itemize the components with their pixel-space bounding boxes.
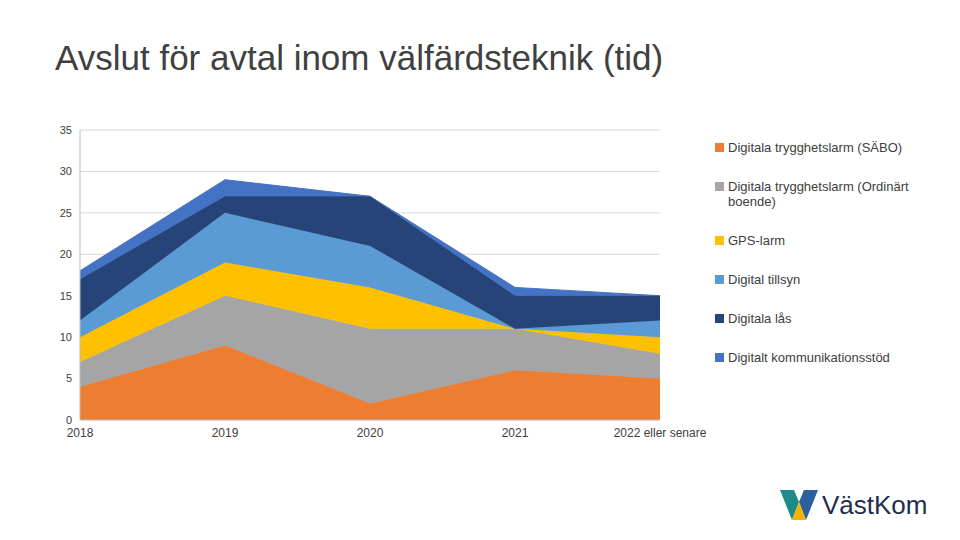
svg-text:25: 25 <box>60 207 72 219</box>
svg-text:15: 15 <box>60 290 72 302</box>
svg-text:20: 20 <box>60 248 72 260</box>
html-text:Digitala lås: Digitala lås <box>728 311 792 326</box>
svg-text:0: 0 <box>66 414 72 426</box>
html-text:Digitala trygghetslarm (SÄBO): Digitala trygghetslarm (SÄBO) <box>728 140 903 155</box>
html-text:Digital tillsyn: Digital tillsyn <box>728 272 801 287</box>
svg-text:2021: 2021 <box>502 426 529 440</box>
svg-text:10: 10 <box>60 331 72 343</box>
svg-text:30: 30 <box>60 165 72 177</box>
html-text:Digitalt kommunikationsstöd: Digitalt kommunikationsstöd <box>728 350 890 365</box>
html-text:Avslut för avtal inom välfärds: Avslut för avtal inom välfärdsteknik (ti… <box>55 38 664 77</box>
svg-text:2020: 2020 <box>357 426 384 440</box>
svg-text:2019: 2019 <box>212 426 239 440</box>
svg-text:2022 eller senare: 2022 eller senare <box>614 426 707 440</box>
html-text:GPS-larm: GPS-larm <box>728 233 786 248</box>
svg-text:5: 5 <box>66 372 72 384</box>
svg-text:35: 35 <box>60 124 72 136</box>
svg-text:2018: 2018 <box>67 426 94 440</box>
html-text:Digitala trygghetslarm (Ordinä: Digitala trygghetslarm (Ordinärt boende) <box>728 179 909 209</box>
html-text:VästKom: VästKom <box>822 489 928 520</box>
